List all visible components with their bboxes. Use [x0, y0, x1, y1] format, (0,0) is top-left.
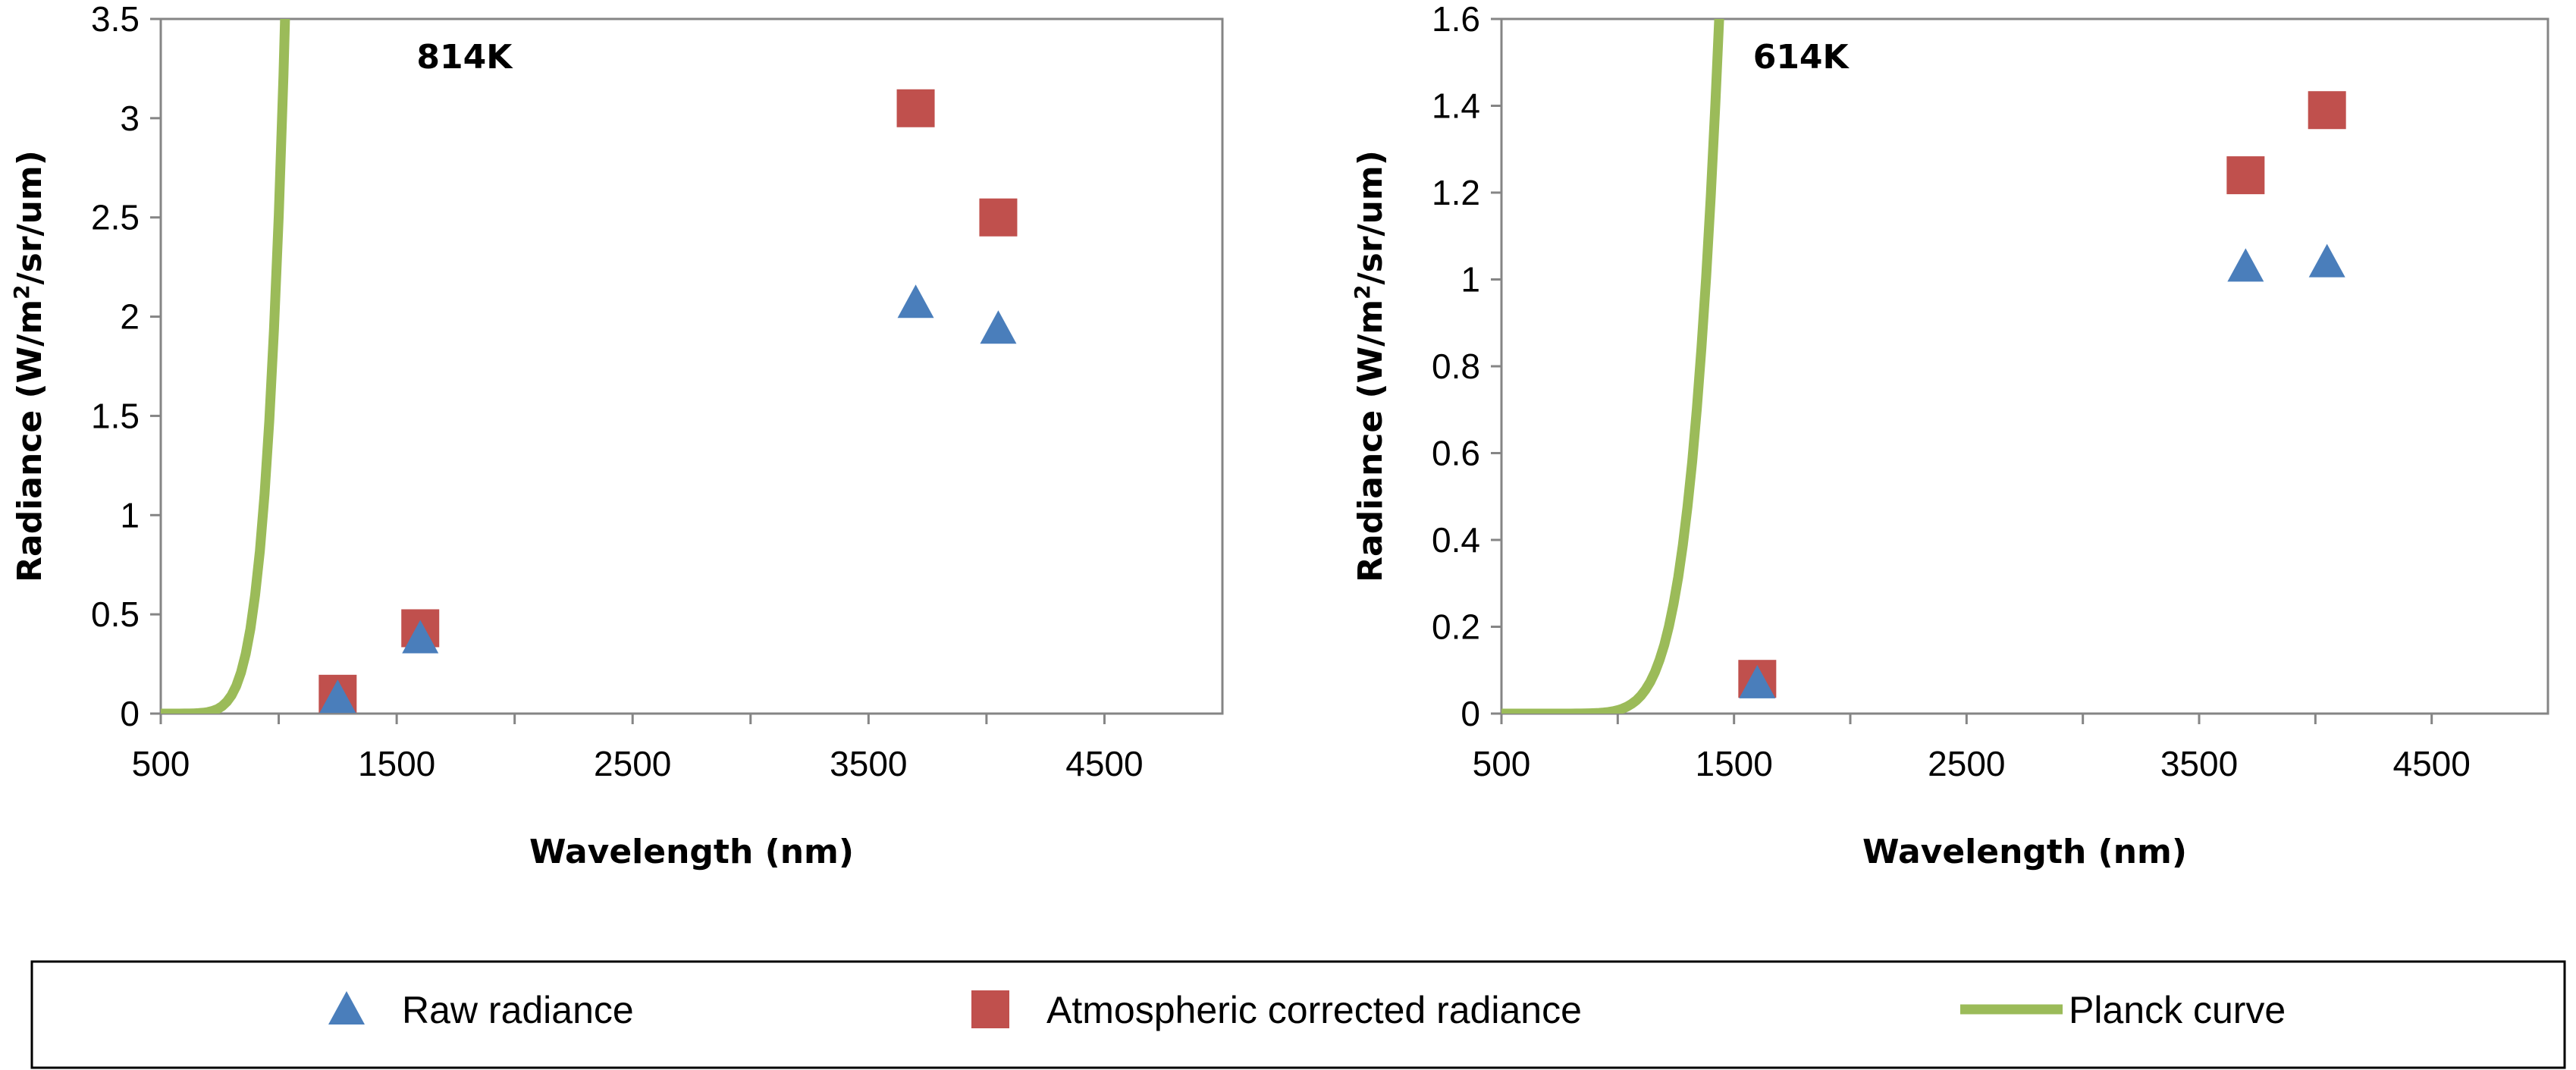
y-tick-label: 0.6: [1432, 434, 1480, 473]
raw-radiance-point: [319, 679, 356, 714]
y-tick-label: 0.8: [1432, 347, 1480, 386]
raw-radiance-point: [897, 284, 934, 318]
y-tick-label: 0: [120, 694, 140, 733]
y-axis-label: Radiance (W/m2/sr/um): [1350, 150, 1391, 582]
chart-title: 614K: [1753, 38, 1850, 77]
legend-triangle-icon: [328, 991, 365, 1025]
raw-radiance-point: [2308, 243, 2345, 278]
legend: Raw radiance Atmospheric corrected radian…: [30, 960, 2566, 1069]
y-tick-label: 1: [1461, 260, 1480, 300]
legend-label-planck: Planck curve: [2069, 989, 2286, 1031]
raw-radiance-point: [1739, 664, 1776, 698]
legend-box: [30, 960, 2566, 1069]
x-tick-label: 4500: [2392, 744, 2470, 783]
raw-radiance-point: [402, 620, 439, 654]
legend-label-raw: Raw radiance: [402, 989, 634, 1031]
y-tick-label: 1.2: [1432, 173, 1480, 212]
y-axis-label: Radiance (W/m2/sr/um): [9, 150, 50, 582]
x-tick-label: 3500: [2160, 744, 2238, 783]
legend-square-icon: [971, 990, 1009, 1028]
planck-curve: [161, 19, 290, 714]
planck-curve: [1501, 19, 1724, 714]
y-tick-label: 1.6: [1432, 0, 1480, 39]
chart-title: 814K: [416, 38, 513, 77]
x-tick-label: 1500: [1695, 744, 1772, 783]
y-tick-label: 0: [1461, 694, 1480, 733]
y-tick-label: 1: [120, 495, 140, 535]
x-tick-label: 4500: [1065, 744, 1143, 783]
corrected-radiance-point: [2226, 156, 2265, 195]
x-tick-label: 2500: [1928, 744, 2005, 783]
x-tick-label: 500: [1473, 744, 1531, 783]
plot-area: [1500, 17, 2549, 715]
y-tick-label: 0.5: [91, 595, 140, 634]
corrected-radiance-point: [979, 198, 1018, 237]
x-tick-label: 500: [132, 744, 190, 783]
x-axis-label: Wavelength (nm): [529, 833, 854, 871]
y-tick-label: 0.4: [1432, 520, 1480, 560]
y-tick-label: 2: [120, 297, 140, 337]
corrected-radiance-point: [2308, 91, 2346, 130]
y-tick-label: 3.5: [91, 0, 140, 39]
plot-area: [159, 17, 1224, 715]
x-tick-label: 3500: [830, 744, 907, 783]
legend-label-corrected: Atmospheric corrected radiance: [1046, 989, 1582, 1031]
y-tick-label: 1.5: [91, 396, 140, 435]
raw-radiance-point: [2227, 248, 2264, 282]
raw-radiance-point: [980, 310, 1017, 344]
chart-614k: 0 0.2 0.4 0.6 0.8 1 1.2 1.4 1.6 500 1500 2500 3500 45…: [1350, 0, 2549, 871]
chart-814k: 0 0.5 1 1.5 2 2.5 3 3.5 500 1500 2500 3500 4500 Wavel…: [9, 0, 1224, 871]
y-tick-label: 0.2: [1432, 607, 1480, 647]
x-tick-label: 2500: [594, 744, 671, 783]
corrected-radiance-point: [896, 89, 935, 127]
y-tick-label: 3: [120, 99, 140, 138]
x-axis-label: Wavelength (nm): [1862, 833, 2187, 871]
x-tick-label: 1500: [358, 744, 435, 783]
y-tick-label: 1.4: [1432, 86, 1480, 126]
y-tick-label: 2.5: [91, 198, 140, 237]
